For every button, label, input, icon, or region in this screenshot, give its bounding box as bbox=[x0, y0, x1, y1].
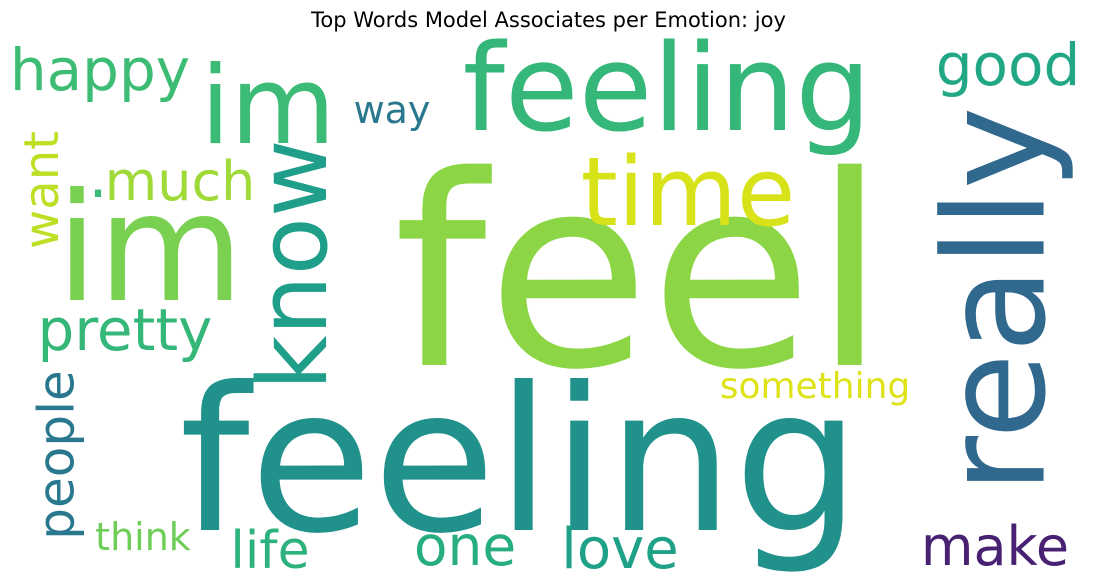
word-feel: feel bbox=[394, 120, 887, 428]
word-happy: happy bbox=[10, 36, 190, 104]
word-really: really bbox=[915, 106, 1078, 493]
word-life: life bbox=[230, 521, 309, 581]
word-make: make bbox=[921, 515, 1069, 578]
word-im: im bbox=[200, 44, 335, 169]
word-dot: . bbox=[88, 142, 107, 212]
word-much: much bbox=[105, 150, 256, 213]
word-love: love bbox=[561, 517, 678, 582]
word-way: way bbox=[354, 88, 431, 132]
word-want: want bbox=[14, 131, 70, 249]
chart-title: Top Words Model Associates per Emotion: … bbox=[311, 8, 786, 32]
word-pretty: pretty bbox=[38, 296, 213, 364]
word-good: good bbox=[936, 31, 1081, 99]
word-people: people bbox=[28, 370, 86, 539]
word-time: time bbox=[581, 138, 796, 248]
word-know: know bbox=[239, 139, 349, 390]
word-one: one bbox=[414, 514, 516, 578]
word-something: something bbox=[720, 366, 911, 407]
word-feeling: feeling bbox=[179, 345, 860, 578]
word-im: im bbox=[56, 162, 244, 336]
word-think: think bbox=[95, 515, 191, 559]
word-feeling: feeling bbox=[463, 20, 872, 159]
